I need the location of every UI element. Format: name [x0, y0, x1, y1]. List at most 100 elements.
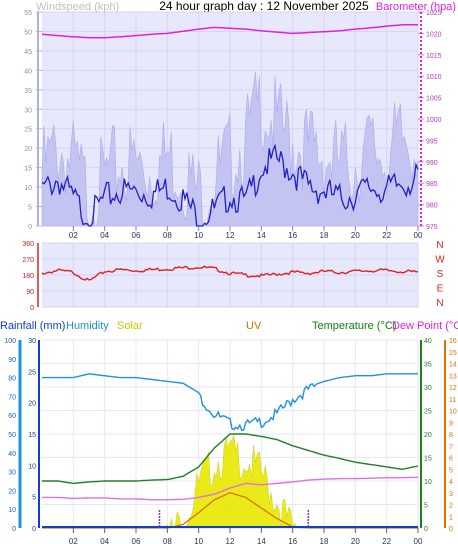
- baro-tick-label: 980: [426, 203, 438, 210]
- humidity-tick-label: 20: [8, 488, 16, 495]
- uv-tick-label: 0: [449, 526, 453, 533]
- temperature-tick-label: 35: [424, 362, 432, 369]
- time-tick-label: 10: [194, 231, 203, 240]
- wind-gust-series: [41, 71, 419, 228]
- time-tick-label: 16: [288, 231, 297, 240]
- baro-tick-label: 985: [426, 181, 438, 188]
- legend-entry: Temperature (°C): [312, 320, 396, 332]
- baro-tick-label: 1015: [426, 53, 442, 60]
- temperature-tick-label: 20: [424, 432, 432, 439]
- wind-direction-line: [41, 265, 419, 281]
- time-tick-label: 04: [100, 537, 109, 544]
- time-tick-label: 08: [163, 231, 172, 240]
- temperature-line: [42, 433, 419, 485]
- windspeed-axis-label: Windspeed (kph): [36, 1, 119, 13]
- sunrise-sunset-markers: [158, 510, 310, 528]
- uv-tick-label: 4: [449, 479, 453, 486]
- wind-tick-label: 10: [24, 185, 32, 192]
- uv-tick-label: 7: [449, 444, 453, 451]
- humidity-tick-label: 70: [8, 394, 16, 401]
- rainfall-tick-label: 20: [28, 401, 36, 408]
- uv-tick-label: 12: [449, 385, 457, 392]
- wind-tick-label: 30: [24, 107, 32, 114]
- multi-axes: 0102030405060708090100051015202530051015…: [4, 338, 457, 533]
- temperature-tick-label: 25: [424, 409, 432, 416]
- wind-tick-label: 45: [24, 49, 32, 56]
- rainfall-tick-label: 30: [28, 338, 36, 345]
- wind-speed-axis: 0 5 10 15 20 25 30 35 40 45 50 55: [24, 10, 42, 231]
- humidity-tick-label: 30: [8, 470, 16, 477]
- barometer-axis: 975 980 985 990 995 1000 1005 1010 1015 1020 1025: [418, 10, 442, 231]
- baro-tick-label: 990: [426, 160, 438, 167]
- wind-gust-area: [41, 71, 419, 228]
- baro-tick-label: 1005: [426, 96, 442, 103]
- time-tick-label: 00: [414, 231, 423, 240]
- temperature-tick-label: 15: [424, 456, 432, 463]
- wind-tick-label: 0: [28, 224, 32, 231]
- direction-tick-label: 90: [26, 289, 34, 296]
- uv-tick-label: 3: [449, 491, 453, 498]
- uv-tick-label: 5: [449, 467, 453, 474]
- uv-tick-label: 1: [449, 514, 453, 521]
- time-tick-label: 18: [320, 231, 329, 240]
- wind-tick-label: 25: [24, 127, 32, 134]
- legend-entry: UV: [246, 320, 262, 332]
- uv-tick-label: 6: [449, 456, 453, 463]
- legend-entry: Solar: [117, 320, 143, 332]
- temperature-tick-label: 5: [424, 503, 428, 510]
- uv-tick-label: 9: [449, 420, 453, 427]
- wind-tick-label: 20: [24, 146, 32, 153]
- rainfall-tick-label: 0: [32, 526, 36, 533]
- temperature-tick-label: 10: [424, 479, 432, 486]
- legend-entry: Humidity: [66, 320, 109, 332]
- compass-label: W: [435, 255, 445, 266]
- wind-direction-series: [41, 265, 419, 281]
- wind-tick-label: 50: [24, 29, 32, 36]
- time-tick-label: 02: [69, 537, 78, 544]
- time-axis-top: 02 04 06 08 10 12 14 16 18 20 22 00: [69, 226, 423, 240]
- time-tick-label: 14: [257, 231, 266, 240]
- baro-tick-label: 975: [426, 224, 438, 231]
- humidity-line: [42, 373, 418, 432]
- direction-tick-label: 0: [30, 305, 34, 312]
- compass-label: N: [436, 298, 443, 309]
- humidity-tick-label: 50: [8, 432, 16, 439]
- wind-tick-label: 5: [28, 205, 32, 212]
- uv-tick-label: 11: [449, 397, 456, 404]
- time-tick-label: 22: [382, 231, 391, 240]
- temperature-tick-label: 30: [424, 385, 432, 392]
- time-tick-label: 04: [100, 231, 109, 240]
- time-tick-label: 00: [414, 537, 423, 544]
- time-tick-label: 20: [351, 537, 360, 544]
- legend-entry: Dew Point (°C): [392, 320, 458, 332]
- uv-tick-label: 10: [449, 409, 457, 416]
- wind-tick-label: 55: [24, 10, 32, 17]
- direction-tick-label: 360: [22, 241, 34, 248]
- compass-label: E: [437, 284, 444, 295]
- time-tick-label: 18: [320, 537, 329, 544]
- time-tick-label: 08: [163, 537, 172, 544]
- wind-speed-series: [41, 143, 419, 227]
- time-tick-label: 22: [382, 537, 391, 544]
- rainfall-tick-label: 10: [28, 463, 36, 470]
- baro-tick-label: 1010: [426, 74, 442, 81]
- time-tick-label: 20: [351, 231, 360, 240]
- rainfall-tick-label: 15: [28, 432, 36, 439]
- time-axis-bottom: 02 04 06 08 10 12 14 16 18 20 22 00: [69, 528, 423, 544]
- baro-tick-label: 1000: [426, 117, 442, 124]
- baro-tick-label: 1025: [426, 10, 442, 17]
- baro-tick-label: 1020: [426, 31, 442, 38]
- humidity-tick-label: 0: [12, 526, 16, 533]
- graph-title: 24 hour graph day : 12 November 2025: [159, 0, 369, 13]
- barometer-series: [41, 24, 418, 39]
- direction-axis: 0 90 180 270 360: [22, 241, 39, 312]
- uv-tick-label: 13: [449, 373, 457, 380]
- multi-legend: Rainfall (mm) Humidity Solar UV Temperature …: [0, 320, 458, 332]
- uv-tick-label: 14: [449, 362, 457, 369]
- time-tick-label: 12: [226, 537, 235, 544]
- wind-tick-label: 35: [24, 88, 32, 95]
- uv-tick-label: 2: [449, 503, 453, 510]
